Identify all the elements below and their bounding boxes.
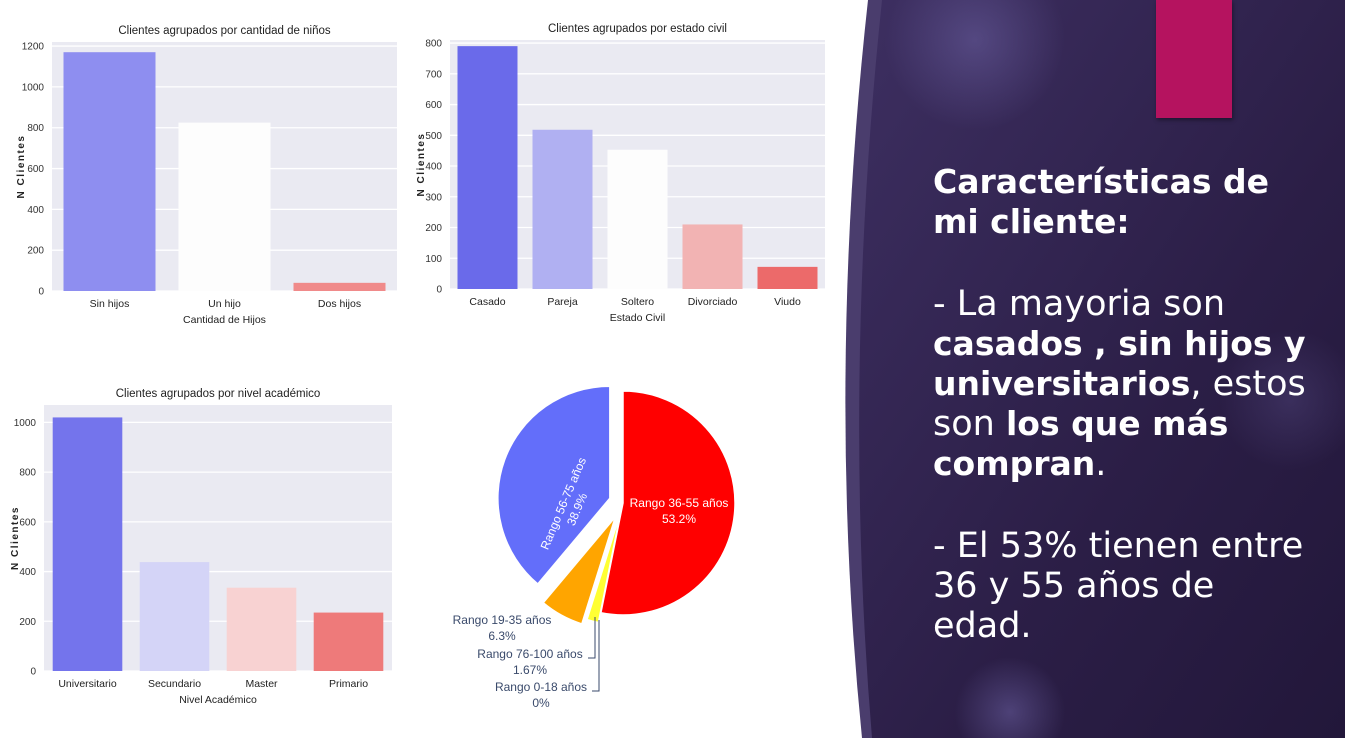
bar-chart-education: 0 200 400 600 800 1000 Universitario Secundario… xyxy=(10,388,392,706)
accent-ribbon xyxy=(1156,0,1232,118)
leader-line xyxy=(592,620,600,692)
p1-part-c: , estos son xyxy=(933,364,1306,444)
y-tick-label: 600 xyxy=(27,164,44,175)
x-tick-label: Un hijo xyxy=(208,298,241,310)
y-tick-label: 1200 xyxy=(22,42,45,53)
bar-un-hijo xyxy=(178,122,271,291)
slide-heading: Características de mi cliente: xyxy=(933,162,1270,241)
bar-casado xyxy=(457,46,518,289)
bar-secundario xyxy=(139,562,210,671)
bar-dos-hijos xyxy=(293,282,386,291)
y-axis-label: N Clientes xyxy=(416,133,427,197)
y-tick-label: 1000 xyxy=(14,418,37,429)
bar-viudo xyxy=(757,266,818,289)
bar-primario xyxy=(313,612,384,671)
x-tick-label: Viudo xyxy=(774,296,801,308)
bar-divorciado xyxy=(682,224,743,289)
y-tick-label: 0 xyxy=(30,667,36,678)
y-tick-label: 0 xyxy=(436,285,442,296)
x-tick-label: Dos hijos xyxy=(318,298,361,310)
pie-slice-2 xyxy=(542,516,617,625)
y-tick-label: 600 xyxy=(425,100,442,111)
y-tick-label: 200 xyxy=(19,617,36,628)
x-tick-label: Pareja xyxy=(547,296,578,308)
chart-title: Clientes agrupados por cantidad de niños xyxy=(118,25,331,37)
y-tick-label: 800 xyxy=(425,39,442,50)
y-tick-label: 1000 xyxy=(22,82,45,93)
x-tick-label: Sin hijos xyxy=(90,298,130,310)
bar-chart-children: 0 200 400 600 800 1000 1200 Sin hijos Un hijo Dos… xyxy=(16,25,397,326)
x-tick-label: Secundario xyxy=(148,678,201,690)
leader-line xyxy=(588,617,596,659)
p1-part-d: los que más compran xyxy=(933,404,1229,483)
chart-title: Clientes agrupados por estado civil xyxy=(548,23,727,35)
pie-slice-1 xyxy=(586,512,622,624)
y-tick-label: 500 xyxy=(425,131,442,142)
slice-label-19-35: Rango 19-35 años 6.3% xyxy=(453,613,552,643)
p1-part-b: casados , sin hijos y universitarios xyxy=(933,324,1306,403)
x-tick-label: Divorciado xyxy=(688,296,738,308)
x-tick-label: Universitario xyxy=(58,678,117,690)
bar-universitario xyxy=(52,417,123,671)
slice-label-36-55: Rango 36-55 años 53.2% xyxy=(630,496,729,526)
pie-chart-age-ranges: Rango 36-55 años 53.2%Rango 56-75 años38.… xyxy=(453,385,736,710)
y-axis-label: N Clientes xyxy=(16,135,27,199)
y-tick-label: 100 xyxy=(425,254,442,265)
y-axis-label: N Clientes xyxy=(10,506,21,570)
bar-chart-marital-status: 0 100 200 300 400 500 600 700 800 Casado Pareja Sol… xyxy=(416,23,825,324)
y-tick-label: 0 xyxy=(38,287,44,298)
x-tick-label: Master xyxy=(245,678,278,690)
chart-title: Clientes agrupados por nivel académico xyxy=(116,388,321,400)
y-tick-label: 300 xyxy=(425,192,442,203)
y-tick-label: 700 xyxy=(425,69,442,80)
y-tick-label: 600 xyxy=(19,517,36,528)
slide-paragraph-1: - La mayoria son casados , sin hijos y u… xyxy=(933,284,1323,484)
y-tick-label: 200 xyxy=(27,246,44,257)
bar-sin-hijos xyxy=(63,52,156,291)
y-tick-label: 400 xyxy=(425,162,442,173)
x-tick-label: Casado xyxy=(469,296,505,308)
slide-paragraph-2: - El 53% tienen entre 36 y 55 años de ed… xyxy=(933,526,1304,646)
x-tick-label: Soltero xyxy=(621,296,654,308)
y-tick-label: 200 xyxy=(425,223,442,234)
p1-part-a: - La mayoria son xyxy=(933,284,1226,324)
y-tick-label: 800 xyxy=(27,123,44,134)
slice-label-76-100: Rango 76-100 años 1.67% xyxy=(477,647,582,677)
p1-part-e: . xyxy=(1095,444,1107,484)
pie-slice-3 xyxy=(497,385,611,585)
slide-text-block: Características de mi cliente: - La mayo… xyxy=(933,162,1323,646)
bar-master xyxy=(226,587,297,671)
y-tick-label: 400 xyxy=(19,567,36,578)
x-axis-label: Estado Civil xyxy=(610,312,665,324)
bar-soltero xyxy=(607,149,668,289)
y-tick-label: 400 xyxy=(27,205,44,216)
x-axis-label: Nivel Académico xyxy=(179,694,257,706)
pie-slice-0 xyxy=(600,390,736,616)
x-tick-label: Primario xyxy=(329,678,368,690)
slice-label-0-18: Rango 0-18 años 0% xyxy=(495,680,587,710)
x-axis-label: Cantidad de Hijos xyxy=(183,314,266,326)
y-tick-label: 800 xyxy=(19,468,36,479)
bar-pareja xyxy=(532,129,593,289)
